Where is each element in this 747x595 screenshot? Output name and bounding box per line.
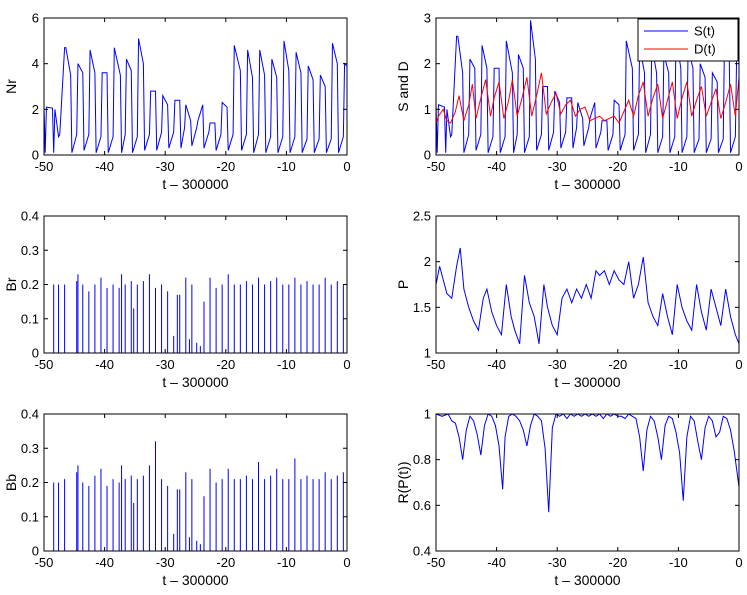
axes-frame [435, 413, 740, 552]
x-tick-label: 0 [735, 159, 742, 174]
x-tick-label: -10 [277, 357, 296, 372]
y-tick-label: 0.3 [21, 243, 39, 258]
x-tick-label: -20 [608, 555, 627, 570]
x-tick-label: -40 [487, 159, 506, 174]
x-tick-label: -40 [95, 555, 114, 570]
x-tick-label: -20 [216, 159, 235, 174]
x-axis-label: t – 300000 [554, 176, 620, 192]
x-axis-label: t – 300000 [162, 176, 228, 192]
x-tick-label: -50 [427, 357, 446, 372]
axes-frame [43, 215, 348, 354]
x-tick-label: -50 [427, 555, 446, 570]
legend-entry: S(t) [694, 24, 715, 39]
x-axis-label: t – 300000 [162, 374, 228, 390]
x-tick-label: 0 [343, 159, 350, 174]
subplot-bb: -50 -40 -30 -20 -10 0 0 0.1 0.2 0.3 0.4 t – 300000 B… [3, 407, 351, 589]
y-axis-label: Bb [3, 474, 19, 491]
x-tick-label: -10 [669, 159, 688, 174]
subplot-nr: -50 -40 -30 -20 -10 0 0 2 4 6 t – 300000 Nr [3, 11, 351, 193]
x-tick-label: -10 [669, 357, 688, 372]
y-tick-label: 0.4 [21, 407, 39, 422]
y-tick-label: 0.1 [21, 311, 39, 326]
y-tick-label: 3 [424, 11, 431, 26]
x-axis-label: t – 300000 [162, 572, 228, 588]
legend: S(t) D(t) [637, 18, 739, 62]
x-tick-label: -30 [548, 357, 567, 372]
x-tick-label: -20 [216, 555, 235, 570]
axes-frame [435, 215, 740, 354]
subplot-p: -50 -40 -30 -20 -10 0 1 1.5 2 2.5 t – 300000 P [395, 209, 743, 391]
series-line-bb-0 [44, 441, 347, 551]
x-tick-label: -50 [427, 159, 446, 174]
y-tick-label: 0.2 [21, 475, 39, 490]
y-tick-label: 4 [32, 56, 39, 71]
x-tick-label: -50 [35, 159, 54, 174]
x-tick-label: -20 [608, 357, 627, 372]
y-tick-label: 0.1 [21, 509, 39, 524]
x-tick-label: -20 [608, 159, 627, 174]
x-tick-label: -50 [35, 357, 54, 372]
x-tick-label: -40 [487, 555, 506, 570]
x-tick-label: -10 [277, 159, 296, 174]
x-tick-label: -30 [156, 555, 175, 570]
x-axis-label: t – 300000 [554, 572, 620, 588]
y-tick-label: 0.8 [413, 452, 431, 467]
axes-frame [435, 17, 740, 156]
x-tick-label: -50 [35, 555, 54, 570]
y-tick-label: 0.4 [21, 209, 39, 224]
subplot-br: -50 -40 -30 -20 -10 0 0 0.1 0.2 0.3 0.4 t – 300000 B… [3, 209, 351, 391]
axes-frame [43, 17, 348, 156]
y-axis-label: P [395, 280, 411, 289]
y-tick-label: 0 [32, 544, 39, 559]
y-tick-label: 0.2 [21, 277, 39, 292]
subplot-rp: -50 -40 -30 -20 -10 0 0.4 0.6 0.8 1 t – 300000 R(P(… [395, 407, 743, 589]
x-tick-label: -30 [156, 159, 175, 174]
x-tick-label: -30 [548, 159, 567, 174]
legend-box [637, 18, 739, 62]
y-tick-label: 2 [32, 102, 39, 117]
x-tick-label: 0 [343, 555, 350, 570]
x-tick-label: -40 [487, 357, 506, 372]
y-axis-label: Br [3, 277, 19, 291]
series-line-rp-0 [436, 414, 739, 513]
x-tick-label: 0 [735, 357, 742, 372]
subplot-sd: -50 -40 -30 -20 -10 0 0 1 2 3 t – 300000 S and D S(t… [395, 11, 743, 193]
y-tick-label: 1 [424, 346, 431, 361]
y-tick-label: 6 [32, 11, 39, 26]
y-tick-label: 1.5 [413, 300, 431, 315]
y-tick-label: 0.6 [413, 498, 431, 513]
x-tick-label: -10 [669, 555, 688, 570]
y-tick-label: 0.3 [21, 441, 39, 456]
x-tick-label: 0 [343, 357, 350, 372]
y-tick-label: 0 [424, 148, 431, 163]
y-tick-label: 0 [32, 148, 39, 163]
y-tick-label: 0.4 [413, 544, 431, 559]
x-tick-label: -40 [95, 159, 114, 174]
series-line-p-0 [436, 247, 739, 345]
y-tick-label: 2.5 [413, 209, 431, 224]
legend-entry: D(t) [694, 42, 716, 57]
y-axis-label: Nr [3, 79, 19, 94]
x-tick-label: -40 [95, 357, 114, 372]
x-tick-label: -30 [548, 555, 567, 570]
y-tick-label: 1 [424, 102, 431, 117]
y-axis-label: S and D [395, 61, 411, 112]
x-tick-label: -20 [216, 357, 235, 372]
x-tick-label: -10 [277, 555, 296, 570]
y-tick-label: 0 [32, 346, 39, 361]
series-line-nr-0 [44, 38, 347, 153]
y-tick-label: 1 [424, 407, 431, 422]
axes-frame [43, 413, 348, 552]
x-axis-label: t – 300000 [554, 374, 620, 390]
y-axis-label: R(P(t)) [395, 462, 411, 504]
series-line-br-0 [44, 274, 347, 353]
y-tick-label: 2 [424, 56, 431, 71]
x-tick-label: -30 [156, 357, 175, 372]
series-line-sd-1 [436, 72, 739, 125]
y-tick-label: 2 [424, 254, 431, 269]
x-tick-label: 0 [735, 555, 742, 570]
